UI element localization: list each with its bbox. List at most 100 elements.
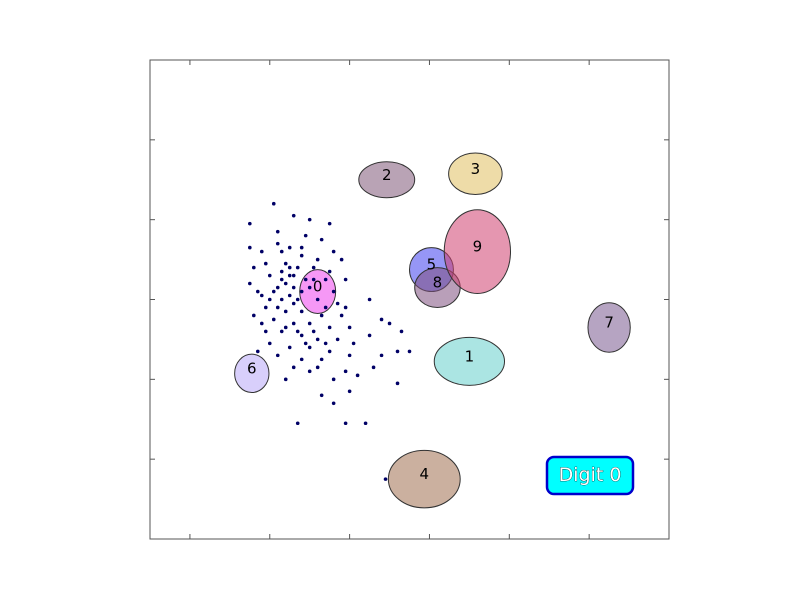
data-point: [303, 277, 308, 282]
cluster-label-8: 8: [433, 274, 443, 292]
data-point: [283, 261, 288, 266]
highlight-label: Digit 0: [545, 455, 635, 496]
cluster-labels: 0 1 2 3 4 5 6 7 8 9: [247, 160, 614, 483]
axis-ticks: [150, 59, 669, 540]
data-point: [295, 265, 300, 270]
data-point: [307, 369, 312, 374]
data-point: [331, 377, 336, 382]
data-point: [371, 365, 376, 370]
cluster-label-6: 6: [247, 359, 257, 377]
data-point: [259, 321, 264, 326]
data-point: [291, 321, 296, 326]
data-points: [248, 201, 412, 481]
data-point: [387, 321, 392, 326]
data-point: [283, 377, 288, 382]
data-point: [363, 421, 368, 426]
data-point: [367, 297, 372, 302]
data-point: [327, 221, 332, 226]
data-point: [399, 329, 404, 334]
cluster-label-7: 7: [604, 313, 614, 331]
data-point: [248, 221, 252, 226]
data-point: [307, 217, 312, 222]
data-point: [255, 349, 260, 354]
data-point: [327, 325, 332, 330]
data-point: [291, 365, 296, 370]
cluster-ellipse-4: [387, 449, 461, 509]
cluster-label-2: 2: [382, 166, 392, 184]
data-point: [287, 345, 292, 350]
data-point: [311, 329, 316, 334]
data-point: [343, 277, 348, 282]
data-point: [295, 297, 300, 302]
cluster-label-4: 4: [419, 465, 429, 483]
data-point: [275, 285, 280, 290]
data-point: [263, 329, 268, 334]
data-point: [343, 421, 348, 426]
data-point: [343, 369, 348, 374]
data-point: [283, 325, 288, 330]
data-point: [383, 477, 388, 481]
data-point: [299, 309, 304, 314]
data-point: [335, 301, 340, 306]
data-point: [347, 353, 352, 358]
data-point: [299, 333, 304, 338]
cluster-ellipse-2: [358, 161, 416, 199]
data-point: [311, 265, 316, 270]
data-point: [267, 297, 272, 302]
data-point: [323, 305, 328, 310]
data-point: [291, 301, 296, 306]
data-point: [275, 229, 280, 234]
data-point: [295, 329, 300, 334]
data-point: [279, 249, 284, 254]
cluster-ellipse-3: [448, 152, 503, 196]
cluster-ellipses: [234, 152, 631, 509]
data-point: [248, 245, 252, 250]
data-point: [259, 293, 264, 298]
data-point: [252, 265, 256, 270]
data-point: [287, 293, 292, 298]
data-point: [275, 353, 280, 358]
data-point: [267, 341, 272, 346]
data-point: [319, 237, 324, 242]
data-point: [279, 329, 284, 334]
data-point: [319, 393, 324, 398]
data-point: [299, 289, 304, 294]
cluster-label-3: 3: [471, 160, 481, 178]
data-point: [295, 421, 300, 426]
data-point: [279, 269, 284, 274]
data-point: [263, 305, 268, 310]
data-point: [367, 333, 372, 338]
data-point: [283, 309, 288, 314]
data-point: [275, 241, 280, 246]
data-point: [347, 325, 352, 330]
data-point: [339, 257, 344, 262]
data-point: [303, 233, 308, 238]
data-point: [331, 249, 336, 254]
data-point: [327, 269, 332, 274]
highlight-label-text: Digit 0: [559, 464, 622, 486]
cluster-label-0: 0: [313, 278, 323, 296]
data-point: [291, 285, 296, 290]
cluster-ellipse-9: [443, 209, 512, 295]
data-point: [271, 317, 276, 322]
data-point: [259, 249, 264, 254]
data-point: [351, 341, 356, 346]
data-point: [331, 401, 336, 406]
data-point: [303, 341, 308, 346]
data-point: [291, 213, 296, 218]
data-point: [267, 273, 272, 278]
data-point: [299, 357, 304, 362]
data-point: [311, 277, 316, 282]
data-point: [287, 245, 292, 250]
data-point: [287, 273, 292, 278]
data-point: [287, 265, 292, 270]
data-point: [315, 337, 320, 342]
data-point: [252, 313, 256, 318]
data-point: [279, 277, 284, 282]
data-point: [307, 321, 312, 326]
data-point: [327, 349, 332, 354]
data-point: [343, 305, 348, 310]
data-point: [248, 281, 252, 286]
data-point: [255, 289, 260, 294]
